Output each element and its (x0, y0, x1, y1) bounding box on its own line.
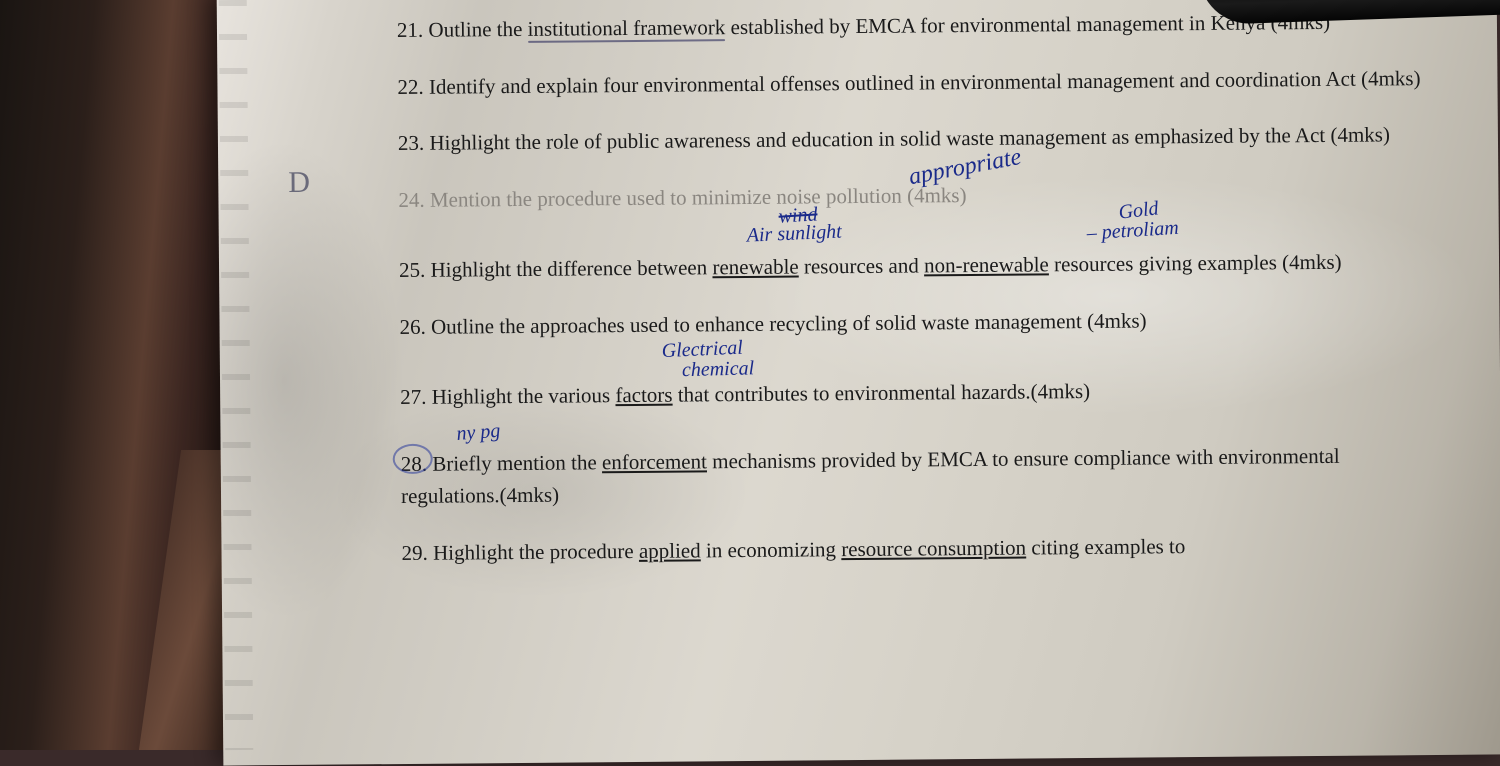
q28-num: 28. (401, 452, 427, 476)
question-24: 24. Mention the procedure used to minimi… (398, 175, 1428, 217)
handwriting-petroliam: – petroliam (1086, 212, 1180, 249)
q27-u1: factors (615, 383, 672, 407)
desk-background (0, 0, 250, 750)
question-28: 28. Briefly mention the enforcement mech… (401, 439, 1432, 513)
q29-num: 29. (401, 541, 427, 565)
q27-text-a: Highlight the various (432, 383, 616, 409)
handwriting-nypg: ny pg (455, 415, 501, 449)
question-25: 25. Highlight the difference between ren… (399, 245, 1429, 287)
handwriting-chemical: chemical (682, 354, 755, 387)
q25-text-c: resources giving examples (4mks) (1054, 250, 1342, 277)
q25-u1: renewable (712, 255, 798, 280)
q29-text-a: Highlight the procedure (433, 539, 639, 565)
q28-text-a: Briefly mention the (432, 450, 602, 475)
q24-text: Mention the procedure used to minimize n… (430, 183, 967, 212)
q24-num: 24. (398, 187, 424, 211)
q25-u2: non-renewable (924, 253, 1049, 278)
question-23: 23. Highlight the role of public awarene… (398, 118, 1428, 160)
exam-paper: 21. Outline the institutional framework … (217, 0, 1500, 766)
question-26: 26. Outline the approaches used to enhan… (399, 302, 1429, 344)
q21-text-a: Outline the (428, 17, 527, 42)
question-27: 27. Highlight the various factors that c… (400, 372, 1430, 414)
q29-text-c: citing examples to (1031, 534, 1185, 559)
q23-num: 23. (398, 131, 424, 155)
q21-num: 21. (397, 18, 423, 42)
q26-num: 26. (399, 315, 425, 339)
q29-u1: applied (639, 538, 701, 563)
q28-num-wrapper: 28. (401, 448, 428, 481)
q25-num: 25. (399, 258, 425, 282)
q21-underlined: institutional framework (528, 15, 726, 41)
question-29: 29. Highlight the procedure applied in e… (401, 528, 1431, 570)
q26-text: Outline the approaches used to enhance r… (431, 308, 1147, 338)
question-list: 21. Outline the institutional framework … (397, 5, 1432, 593)
question-22: 22. Identify and explain four environmen… (397, 62, 1427, 104)
q29-u2: resource consumption (841, 535, 1026, 561)
q27-num: 27. (400, 385, 426, 409)
q29-text-b: in economizing (706, 537, 842, 562)
q22-text: Identify and explain four environmental … (429, 66, 1421, 99)
margin-mark-d: D (288, 160, 310, 207)
q22-num: 22. (397, 74, 423, 98)
q23-text: Highlight the role of public awareness a… (429, 122, 1390, 154)
q25-text-b: resources and (804, 254, 924, 279)
q25-text-a: Highlight the difference between (430, 255, 712, 281)
q28-u1: enforcement (602, 449, 707, 474)
handwriting-air-sunlight: Air sunlight (746, 216, 842, 251)
